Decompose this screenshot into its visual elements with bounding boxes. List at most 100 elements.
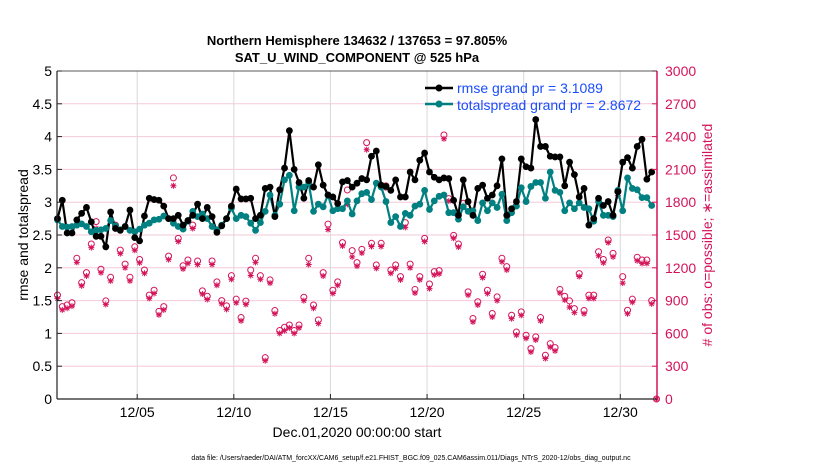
- totalspread-point: [522, 198, 530, 205]
- totalspread-point: [619, 207, 627, 215]
- obs-assimilated-point: [213, 282, 220, 289]
- totalspread-point: [261, 207, 269, 215]
- totalspread-point: [484, 207, 491, 215]
- totalspread-point: [319, 203, 327, 211]
- obs-assimilated-point: [59, 306, 66, 313]
- rmse-point: [63, 229, 71, 237]
- obs-assimilated-point: [131, 247, 138, 254]
- obs-assimilated-point: [146, 295, 153, 302]
- legend-rmse-marker: [435, 84, 443, 92]
- chart-title: Northern Hemisphere 134632 / 137653 = 97…: [207, 33, 508, 48]
- rmse-point: [619, 158, 627, 166]
- data-file-footer: data file: /Users/raeder/DAI/ATM_forcXX/…: [191, 455, 631, 462]
- rmse-point: [256, 211, 264, 219]
- rmse-point: [551, 153, 559, 161]
- obs-assimilated-point: [518, 312, 525, 319]
- rmse-point: [401, 193, 409, 201]
- obs-assimilated-point: [498, 258, 505, 265]
- totalspread-point: [570, 205, 578, 213]
- rmse-point: [300, 194, 308, 202]
- rmse-point: [484, 194, 491, 202]
- rmse-point: [532, 116, 540, 123]
- obs-possible-point: [305, 254, 313, 262]
- totalspread-point: [488, 199, 496, 207]
- rmse-point: [421, 149, 429, 157]
- obs-assimilated-point: [411, 289, 418, 296]
- y-left-tick-label: 3.5: [33, 161, 53, 177]
- rmse-point: [513, 198, 520, 205]
- rmse-point: [368, 152, 375, 160]
- obs-assimilated-point: [629, 299, 636, 306]
- totalspread-point: [493, 204, 501, 211]
- rmse-point: [416, 156, 424, 164]
- totalspread-point: [343, 197, 351, 205]
- rmse-point: [638, 135, 646, 143]
- totalspread-point: [474, 217, 482, 224]
- axes: 0 0.5 1 1.5 2 2.5 3 3.5 4 4.5 5 0 300 600 900 1200 1500 1…: [33, 63, 697, 420]
- rmse-point: [590, 215, 598, 223]
- obs-assimilated-point: [610, 253, 617, 260]
- totalspread-point: [145, 219, 153, 227]
- rmse-point: [203, 204, 211, 211]
- rmse-point: [599, 202, 607, 209]
- obs-assimilated-point: [122, 264, 129, 271]
- obs-assimilated-point: [600, 259, 607, 266]
- obs-assimilated-point: [508, 315, 515, 322]
- rmse-point: [426, 168, 433, 176]
- obs-assimilated-point: [310, 305, 317, 312]
- obs-assimilated-point: [354, 263, 360, 270]
- y-left-tick-label: 3: [44, 194, 52, 210]
- totalspread-point: [638, 194, 646, 202]
- y-left-tick-label: 4.5: [33, 96, 53, 112]
- obs-assimilated-point: [634, 257, 641, 264]
- obs-assimilated-point: [643, 260, 650, 267]
- obs-assimilated-point: [363, 146, 370, 153]
- rmse-point: [199, 215, 206, 223]
- y-right-tick-label: 1800: [665, 194, 696, 210]
- y-right-tick-label: 2100: [665, 161, 696, 177]
- obs-assimilated-point: [605, 239, 612, 246]
- obs-possible-point: [363, 139, 371, 147]
- rmse-point: [208, 213, 216, 221]
- rmse-point: [372, 147, 380, 155]
- totalspread-point: [281, 176, 288, 184]
- rmse-point: [329, 193, 337, 201]
- obs-assimilated-point: [271, 310, 278, 317]
- y-right-tick-label: 300: [665, 358, 689, 374]
- totalspread-point: [290, 207, 298, 215]
- totalspread-point: [276, 200, 284, 208]
- rmse-point: [450, 196, 458, 204]
- x-tick-label: 12/10: [216, 404, 251, 420]
- totalspread-point: [83, 223, 90, 230]
- chart-subtitle: SAT_U_WIND_COMPONENT @ 525 hPa: [235, 50, 480, 65]
- obs-assimilated-point: [523, 335, 530, 342]
- obs-assimilated-point: [78, 282, 85, 289]
- rmse-point: [382, 183, 390, 190]
- obs-assimilated-point: [561, 297, 568, 304]
- y-axis-left-label: rmse and totalspread: [15, 169, 31, 301]
- rmse-point: [170, 215, 177, 223]
- totalspread-point: [440, 191, 448, 199]
- totalspread-point: [648, 202, 656, 209]
- rmse-point: [488, 191, 496, 199]
- rmse-point: [155, 196, 163, 204]
- obs-assimilated-point: [426, 285, 433, 292]
- obs-series: [53, 131, 661, 403]
- rmse-point: [160, 202, 168, 210]
- rmse-point: [542, 143, 549, 150]
- totalspread-point: [624, 174, 631, 182]
- obs-assimilated-point: [581, 310, 588, 317]
- obs-assimilated-point: [648, 300, 655, 307]
- rmse-point: [121, 223, 129, 230]
- totalspread-point: [107, 217, 115, 224]
- obs-assimilated-point: [349, 253, 356, 260]
- rmse-point: [595, 194, 602, 202]
- obs-assimilated-point: [402, 224, 409, 231]
- rmse-point: [633, 143, 641, 150]
- obs-assimilated-point: [397, 276, 404, 283]
- rmse-point: [614, 188, 622, 196]
- obs-assimilated-point: [445, 198, 452, 205]
- y-left-tick-label: 0.5: [33, 358, 53, 374]
- rmse-point: [411, 176, 419, 184]
- obs-possible-point: [169, 174, 177, 182]
